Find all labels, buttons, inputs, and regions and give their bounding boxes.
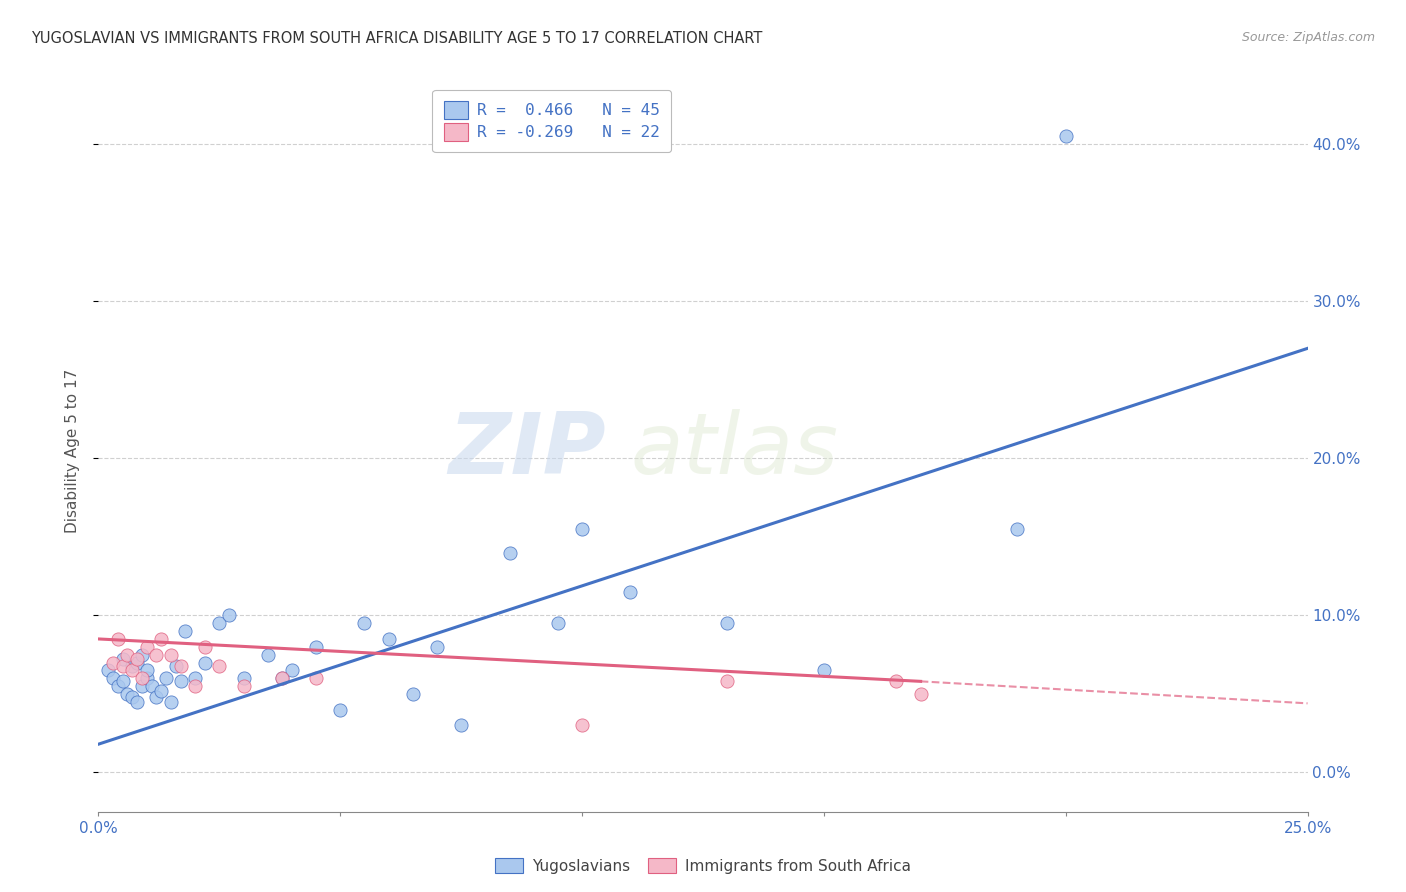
Point bbox=[174, 624, 197, 639]
Point bbox=[121, 690, 143, 704]
Text: atlas: atlas bbox=[630, 409, 838, 492]
Point bbox=[271, 671, 294, 685]
Text: YUGOSLAVIAN VS IMMIGRANTS FROM SOUTH AFRICA DISABILITY AGE 5 TO 17 CORRELATION C: YUGOSLAVIAN VS IMMIGRANTS FROM SOUTH AFR… bbox=[31, 31, 762, 46]
Point bbox=[165, 658, 187, 673]
Point bbox=[194, 640, 217, 654]
Legend: R =  0.466   N = 45, R = -0.269   N = 22: R = 0.466 N = 45, R = -0.269 N = 22 bbox=[433, 90, 671, 152]
Point bbox=[97, 664, 120, 678]
Text: ZIP: ZIP bbox=[449, 409, 606, 492]
Point bbox=[256, 648, 278, 662]
Point bbox=[141, 679, 163, 693]
Point bbox=[1007, 522, 1029, 536]
Point bbox=[450, 718, 472, 732]
Point bbox=[281, 664, 304, 678]
Point bbox=[184, 679, 207, 693]
Point bbox=[131, 648, 153, 662]
Point bbox=[716, 616, 738, 631]
Point bbox=[813, 664, 835, 678]
Point bbox=[127, 695, 149, 709]
Point bbox=[150, 632, 173, 646]
Point bbox=[117, 687, 139, 701]
Point bbox=[101, 656, 124, 670]
Point bbox=[121, 664, 143, 678]
Point bbox=[232, 679, 254, 693]
Y-axis label: Disability Age 5 to 17: Disability Age 5 to 17 bbox=[65, 368, 80, 533]
Point bbox=[145, 648, 167, 662]
Point bbox=[910, 687, 932, 701]
Point bbox=[1054, 129, 1077, 144]
Point bbox=[117, 648, 139, 662]
Point bbox=[426, 640, 449, 654]
Point bbox=[232, 671, 254, 685]
Point bbox=[571, 718, 593, 732]
Point bbox=[131, 671, 153, 685]
Point bbox=[208, 616, 231, 631]
Point bbox=[111, 674, 134, 689]
Point bbox=[305, 671, 328, 685]
Point bbox=[107, 632, 129, 646]
Point bbox=[402, 687, 425, 701]
Point bbox=[305, 640, 328, 654]
Point bbox=[498, 545, 520, 559]
Point bbox=[377, 632, 399, 646]
Legend: Yugoslavians, Immigrants from South Africa: Yugoslavians, Immigrants from South Afri… bbox=[489, 852, 917, 880]
Point bbox=[101, 671, 124, 685]
Point bbox=[169, 658, 191, 673]
Point bbox=[208, 658, 231, 673]
Point bbox=[135, 671, 157, 685]
Point bbox=[271, 671, 294, 685]
Point bbox=[107, 679, 129, 693]
Point bbox=[135, 664, 157, 678]
Point bbox=[111, 652, 134, 666]
Point bbox=[155, 671, 177, 685]
Point bbox=[886, 674, 908, 689]
Point bbox=[150, 683, 173, 698]
Point bbox=[145, 690, 167, 704]
Point bbox=[184, 671, 207, 685]
Point bbox=[127, 656, 149, 670]
Point bbox=[127, 652, 149, 666]
Point bbox=[218, 608, 240, 623]
Point bbox=[194, 656, 217, 670]
Point bbox=[329, 703, 352, 717]
Point bbox=[571, 522, 593, 536]
Point bbox=[716, 674, 738, 689]
Point bbox=[547, 616, 569, 631]
Point bbox=[160, 648, 183, 662]
Text: Source: ZipAtlas.com: Source: ZipAtlas.com bbox=[1241, 31, 1375, 45]
Point bbox=[353, 616, 375, 631]
Point bbox=[131, 679, 153, 693]
Point bbox=[121, 658, 143, 673]
Point bbox=[169, 674, 191, 689]
Point bbox=[160, 695, 183, 709]
Point bbox=[111, 658, 134, 673]
Point bbox=[135, 640, 157, 654]
Point bbox=[619, 584, 641, 599]
